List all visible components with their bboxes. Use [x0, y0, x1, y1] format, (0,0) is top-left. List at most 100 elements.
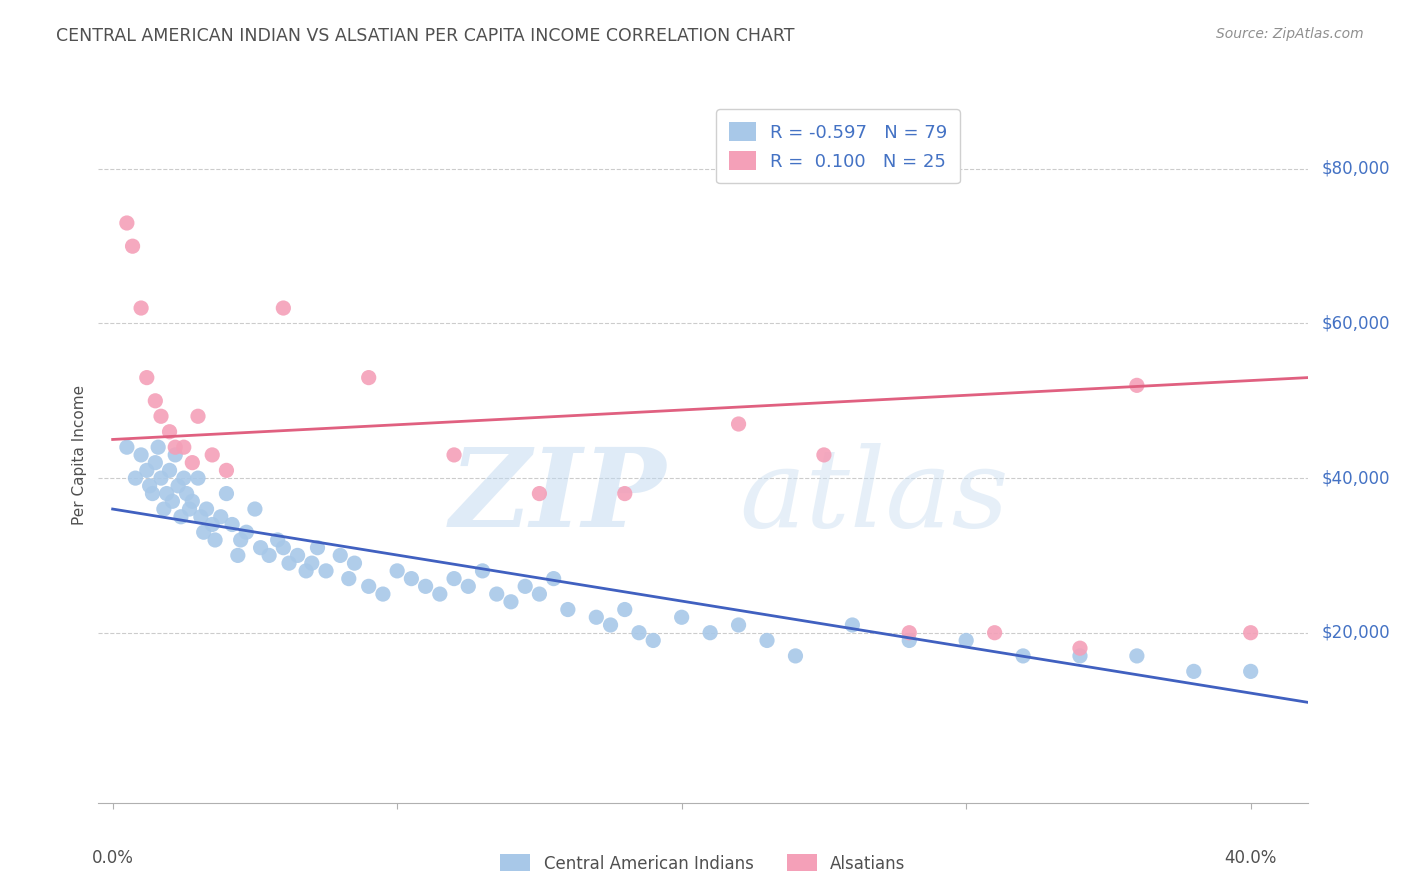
Point [813, 448, 835, 462]
Point [613, 602, 636, 616]
Point [141, 486, 163, 500]
Point [138, 479, 160, 493]
Point [165, 440, 187, 454]
Point [124, 471, 146, 485]
Point [159, 425, 181, 439]
Point [671, 610, 693, 624]
Point [401, 572, 423, 586]
Point [187, 409, 209, 424]
Point [627, 625, 650, 640]
Point [179, 502, 201, 516]
Point [181, 456, 204, 470]
Point [557, 602, 579, 616]
Point [235, 525, 257, 540]
Point [295, 564, 318, 578]
Point [121, 239, 143, 253]
Point [115, 440, 138, 454]
Point [229, 533, 252, 547]
Point [170, 509, 193, 524]
Point [898, 633, 921, 648]
Point [287, 549, 309, 563]
Point [315, 564, 337, 578]
Point [176, 486, 198, 500]
Point [756, 633, 779, 648]
Point [343, 556, 366, 570]
Text: 40.0%: 40.0% [1225, 849, 1277, 867]
Text: $80,000: $80,000 [1322, 160, 1391, 178]
Text: 0.0%: 0.0% [91, 849, 134, 867]
Point [221, 517, 243, 532]
Legend: R = -0.597   N = 79, R =  0.100   N = 25: R = -0.597 N = 79, R = 0.100 N = 25 [716, 109, 960, 183]
Point [150, 409, 173, 424]
Point [529, 486, 551, 500]
Point [143, 456, 166, 470]
Point [357, 370, 380, 384]
Point [162, 494, 184, 508]
Point [1069, 648, 1091, 663]
Point [190, 509, 212, 524]
Point [357, 579, 380, 593]
Point [529, 587, 551, 601]
Point [1240, 665, 1263, 679]
Point [115, 216, 138, 230]
Text: atlas: atlas [740, 443, 1010, 550]
Point [195, 502, 218, 516]
Point [443, 572, 465, 586]
Point [307, 541, 329, 555]
Point [257, 549, 280, 563]
Point [201, 448, 224, 462]
Point [1126, 648, 1149, 663]
Point [204, 533, 226, 547]
Point [156, 486, 179, 500]
Point [785, 648, 807, 663]
Text: $60,000: $60,000 [1322, 315, 1391, 333]
Point [727, 417, 749, 431]
Point [898, 625, 921, 640]
Point [429, 587, 451, 601]
Point [129, 301, 152, 315]
Point [143, 393, 166, 408]
Text: CENTRAL AMERICAN INDIAN VS ALSATIAN PER CAPITA INCOME CORRELATION CHART: CENTRAL AMERICAN INDIAN VS ALSATIAN PER … [56, 27, 794, 45]
Point [181, 494, 204, 508]
Point [485, 587, 508, 601]
Point [173, 471, 195, 485]
Point [585, 610, 607, 624]
Y-axis label: Per Capita Income: Per Capita Income [72, 384, 87, 525]
Point [1012, 648, 1035, 663]
Point [165, 448, 187, 462]
Point [337, 572, 360, 586]
Point [135, 463, 157, 477]
Point [278, 556, 301, 570]
Point [159, 463, 181, 477]
Point [443, 448, 465, 462]
Point [329, 549, 352, 563]
Text: $40,000: $40,000 [1322, 469, 1391, 487]
Point [153, 502, 176, 516]
Point [543, 572, 565, 586]
Point [385, 564, 408, 578]
Text: Source: ZipAtlas.com: Source: ZipAtlas.com [1216, 27, 1364, 41]
Point [1240, 625, 1263, 640]
Point [146, 440, 169, 454]
Point [457, 579, 479, 593]
Point [135, 370, 157, 384]
Point [499, 595, 522, 609]
Point [643, 633, 665, 648]
Point [301, 556, 323, 570]
Point [193, 525, 215, 540]
Point [215, 463, 238, 477]
Point [173, 440, 195, 454]
Point [273, 301, 295, 315]
Point [983, 625, 1005, 640]
Point [415, 579, 437, 593]
Point [727, 618, 749, 632]
Point [266, 533, 288, 547]
Point [209, 509, 232, 524]
Point [955, 633, 977, 648]
Point [187, 471, 209, 485]
Point [215, 486, 238, 500]
Text: ZIP: ZIP [450, 443, 666, 550]
Point [150, 471, 173, 485]
Point [699, 625, 721, 640]
Point [613, 486, 636, 500]
